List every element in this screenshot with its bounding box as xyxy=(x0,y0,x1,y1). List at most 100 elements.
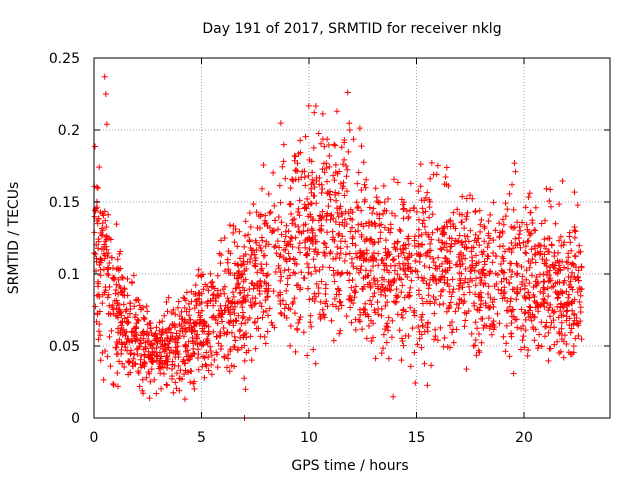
data-point xyxy=(304,195,311,202)
data-point xyxy=(241,357,248,364)
data-point xyxy=(490,237,497,244)
data-point xyxy=(432,333,439,340)
data-point xyxy=(431,310,438,317)
data-point xyxy=(440,286,447,293)
data-point xyxy=(270,288,277,295)
data-point xyxy=(332,255,339,262)
data-point xyxy=(468,330,475,337)
data-point xyxy=(160,345,167,352)
data-point xyxy=(359,326,366,333)
data-point xyxy=(316,212,323,219)
data-point xyxy=(375,262,382,269)
data-point xyxy=(500,333,507,340)
data-point xyxy=(358,187,365,194)
data-point xyxy=(381,224,388,231)
data-point xyxy=(418,316,425,323)
data-point xyxy=(260,309,267,316)
data-point xyxy=(441,240,448,247)
data-point xyxy=(166,350,173,357)
data-point xyxy=(439,268,446,275)
data-point xyxy=(223,364,230,371)
data-point xyxy=(247,244,254,251)
data-point xyxy=(241,243,248,250)
data-point xyxy=(132,297,139,304)
data-point xyxy=(151,333,158,340)
data-point xyxy=(577,309,584,316)
data-point xyxy=(521,310,528,317)
data-point xyxy=(233,275,240,282)
data-point xyxy=(308,270,315,277)
data-point xyxy=(114,350,121,357)
data-point xyxy=(198,273,205,280)
data-point xyxy=(405,235,412,242)
data-point xyxy=(578,336,585,343)
data-point xyxy=(285,304,292,311)
data-point xyxy=(512,235,519,242)
data-point xyxy=(485,283,492,290)
data-point xyxy=(434,337,441,344)
data-point xyxy=(310,256,317,263)
data-point xyxy=(426,196,433,203)
data-point xyxy=(118,289,125,296)
data-point xyxy=(420,209,427,216)
data-point xyxy=(198,307,205,314)
data-point xyxy=(448,235,455,242)
data-point xyxy=(569,260,576,267)
data-point xyxy=(165,340,172,347)
data-point xyxy=(534,302,541,309)
data-point xyxy=(178,316,185,323)
data-point xyxy=(337,203,344,210)
data-point xyxy=(352,283,359,290)
data-point xyxy=(400,205,407,212)
data-point xyxy=(531,227,538,234)
data-point xyxy=(287,234,294,241)
data-point xyxy=(538,220,545,227)
data-point xyxy=(481,322,488,329)
data-point xyxy=(318,278,325,285)
data-point xyxy=(479,315,486,322)
data-point xyxy=(332,161,339,168)
data-point xyxy=(556,328,563,335)
data-point xyxy=(462,317,469,324)
data-point xyxy=(446,218,453,225)
data-point xyxy=(446,302,453,309)
data-point xyxy=(467,268,474,275)
data-point xyxy=(307,312,314,319)
data-point xyxy=(278,219,285,226)
data-point xyxy=(525,237,532,244)
data-point xyxy=(244,258,251,265)
data-point xyxy=(559,290,566,297)
data-point xyxy=(333,303,340,310)
data-point xyxy=(449,319,456,326)
data-point xyxy=(427,276,434,283)
data-point xyxy=(332,218,339,225)
data-point xyxy=(275,214,282,221)
data-point xyxy=(550,264,557,271)
data-point xyxy=(344,243,351,250)
data-point xyxy=(92,303,99,310)
data-point xyxy=(165,326,172,333)
data-point xyxy=(172,311,179,318)
data-point xyxy=(437,245,444,252)
data-point xyxy=(207,343,214,350)
data-point xyxy=(470,342,477,349)
data-point xyxy=(129,328,136,335)
data-point xyxy=(327,248,334,255)
data-point xyxy=(232,226,239,233)
data-point xyxy=(330,172,337,179)
data-point xyxy=(263,261,270,268)
data-point xyxy=(246,209,253,216)
data-point xyxy=(210,313,217,320)
data-point xyxy=(91,213,98,220)
data-point xyxy=(485,218,492,225)
data-point xyxy=(380,182,387,189)
data-point xyxy=(96,164,103,171)
data-point xyxy=(305,201,312,208)
data-point xyxy=(404,264,411,271)
data-point xyxy=(226,368,233,375)
data-point xyxy=(316,267,323,274)
data-point xyxy=(181,371,188,378)
data-point xyxy=(424,382,431,389)
x-tick-label: 15 xyxy=(408,430,426,446)
data-point xyxy=(506,353,513,360)
